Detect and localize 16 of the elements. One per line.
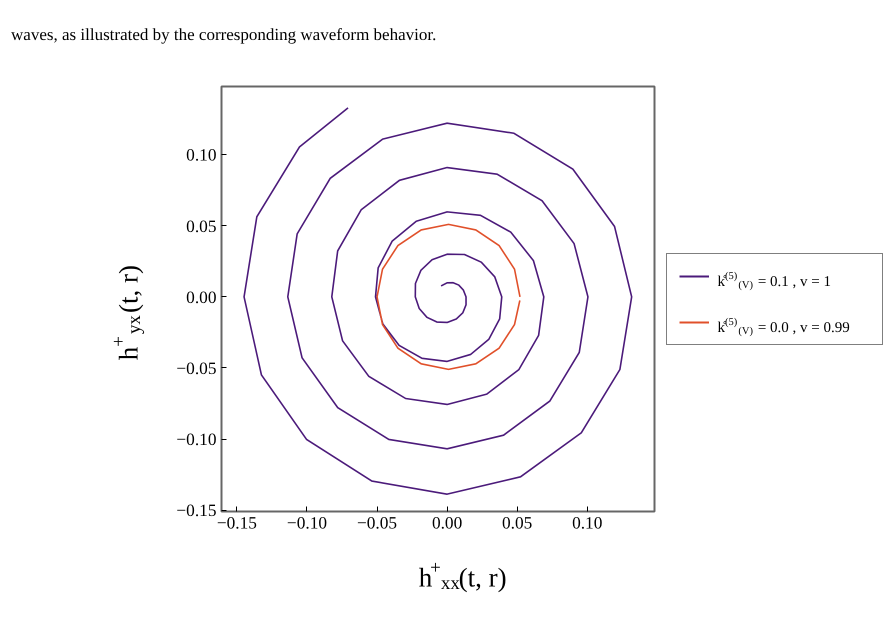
x-tick-label: −0.15	[216, 514, 257, 532]
x-tick-label: 0.05	[502, 514, 532, 532]
line-series	[376, 224, 521, 370]
text: waves, as illustrated by the corresponding waveform behavior.	[11, 24, 436, 46]
y-tick-label: −0.10	[176, 430, 217, 450]
x-tick-label: −0.05	[356, 514, 398, 532]
y-tick-label: 0.00	[186, 288, 217, 307]
x-tick-label: −0.10	[286, 514, 328, 532]
x-tick-label: 0.10	[572, 514, 602, 532]
x-tick-label: 0.00	[432, 514, 462, 532]
y-tick-label: −0.15	[176, 501, 217, 520]
line-series	[243, 107, 632, 495]
y-tick-label: −0.05	[176, 358, 217, 378]
y-tick-label: 0.05	[186, 216, 217, 236]
y-tick-label: 0.10	[186, 146, 217, 165]
y-axis-title: h+yx(t, r)	[108, 265, 145, 360]
